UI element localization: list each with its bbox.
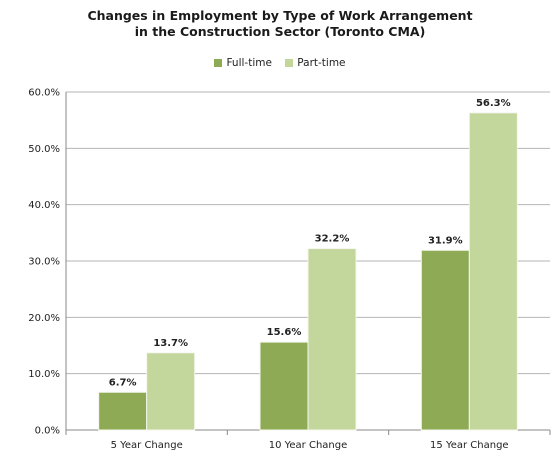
y-tick-label: 0.0%	[35, 426, 60, 437]
chart-title: Changes in Employment by Type of Work Ar…	[0, 8, 560, 40]
data-label: 13.7%	[153, 338, 188, 349]
y-tick-label: 10.0%	[28, 369, 60, 380]
legend-label-part-time: Part-time	[297, 57, 346, 69]
y-tick-label: 30.0%	[28, 257, 60, 268]
legend-label-full-time: Full-time	[226, 57, 272, 69]
legend-swatch-part-time	[285, 59, 294, 67]
y-tick-label: 60.0%	[28, 88, 60, 99]
y-tick-label: 40.0%	[28, 200, 60, 211]
bar-part-time	[307, 248, 357, 431]
data-label: 31.9%	[428, 235, 463, 246]
legend-item-full-time: Full-time	[214, 57, 272, 69]
bar-full-time	[98, 391, 148, 431]
x-category-label: 15 Year Change	[430, 440, 509, 451]
data-label: 56.3%	[476, 98, 511, 109]
data-label: 6.7%	[109, 377, 137, 388]
bar-full-time	[420, 249, 470, 431]
chart-legend: Full-time Part-time	[0, 57, 560, 70]
bar-part-time	[468, 112, 518, 431]
bar-part-time	[146, 352, 196, 431]
legend-item-part-time: Part-time	[285, 57, 346, 69]
chart-title-line-2: in the Construction Sector (Toronto CMA)	[134, 24, 426, 39]
x-category-label: 10 Year Change	[269, 440, 348, 451]
x-category-label: 5 Year Change	[111, 440, 183, 451]
data-label: 15.6%	[267, 327, 302, 338]
y-tick-label: 50.0%	[28, 144, 60, 155]
y-tick-label: 20.0%	[28, 313, 60, 324]
legend-swatch-full-time	[214, 59, 223, 67]
bar-full-time	[259, 341, 309, 431]
data-label: 32.2%	[315, 234, 350, 245]
chart-title-line-1: Changes in Employment by Type of Work Ar…	[87, 8, 473, 23]
